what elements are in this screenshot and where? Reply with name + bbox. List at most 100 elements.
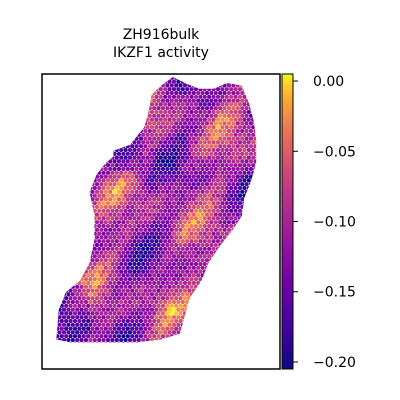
tissue-spot [156, 83, 161, 88]
tissue-spot [193, 117, 199, 122]
tissue-spot [64, 113, 69, 118]
tissue-spot [44, 171, 48, 175]
tissue-spot [260, 247, 264, 251]
tissue-spot [180, 322, 185, 327]
tissue-spot [193, 87, 199, 92]
tissue-spot [185, 223, 190, 229]
tissue-spot [108, 128, 113, 134]
tissue-spot [211, 261, 216, 267]
tissue-spot [262, 365, 266, 369]
tissue-spot [207, 208, 212, 213]
tissue-spot [251, 322, 256, 327]
tissue-spot [182, 83, 188, 88]
tissue-spot [163, 163, 168, 168]
tissue-spot [47, 243, 51, 247]
tissue-spot [56, 284, 58, 289]
tissue-spot [99, 303, 104, 308]
tissue-spot [123, 170, 128, 175]
tissue-spot [229, 193, 234, 198]
tissue-spot [147, 258, 152, 263]
tissue-spot [56, 102, 58, 107]
tissue-spot [176, 299, 181, 305]
tissue-spot [136, 239, 141, 244]
tissue-spot [231, 113, 236, 118]
tissue-spot [248, 303, 254, 308]
tissue-spot [233, 87, 238, 92]
tissue-spot [138, 90, 144, 96]
tissue-spot [94, 326, 100, 331]
tissue-spot [226, 265, 232, 270]
tissue-spot [187, 159, 192, 164]
tissue-spot [86, 136, 91, 141]
tissue-spot [229, 277, 234, 282]
tissue-spot [138, 303, 144, 308]
tissue-spot [105, 261, 111, 267]
tissue-spot [127, 125, 133, 130]
tissue-spot [231, 250, 236, 255]
tissue-spot [158, 223, 163, 229]
tissue-spot [246, 147, 251, 153]
colorbar-tick-label: −0.15 [313, 285, 356, 301]
tissue-spot [196, 311, 201, 316]
tissue-spot [213, 144, 218, 149]
tissue-spot [149, 292, 155, 297]
tissue-spot [220, 315, 225, 320]
tissue-spot [224, 102, 229, 107]
tissue-spot [137, 346, 141, 350]
tissue-spot [92, 201, 97, 206]
tissue-spot [191, 106, 196, 111]
tissue-spot [114, 330, 119, 335]
tissue-spot [207, 132, 212, 137]
tissue-spot [185, 94, 190, 99]
tissue-spot [185, 163, 190, 168]
tissue-spot [222, 326, 227, 331]
tissue-spot [158, 254, 163, 259]
tissue-spot [154, 109, 159, 115]
tissue-spot [196, 318, 201, 324]
tissue-spot [141, 353, 145, 357]
tissue-spot [189, 315, 194, 320]
tissue-spot [149, 79, 155, 84]
tissue-spot [220, 117, 225, 122]
tissue-spot [213, 235, 218, 240]
tissue-spot [47, 106, 51, 110]
tissue-spot [81, 166, 86, 172]
tissue-spot [163, 109, 168, 115]
tissue-spot [143, 273, 148, 278]
tissue-spot [75, 132, 80, 137]
tissue-spot [231, 106, 236, 111]
tissue-spot [246, 79, 251, 84]
tissue-spot [137, 361, 141, 365]
tissue-spot [267, 235, 271, 239]
tissue-spot [149, 223, 155, 229]
tissue-spot [121, 144, 126, 149]
tissue-spot [86, 189, 91, 194]
tissue-spot [260, 254, 264, 258]
tissue-spot [226, 280, 232, 286]
tissue-spot [82, 365, 86, 369]
tissue-spot [123, 239, 128, 244]
tissue-spot [211, 223, 216, 229]
tissue-spot [125, 166, 130, 172]
tissue-spot [229, 102, 234, 107]
tissue-spot [200, 113, 205, 118]
tissue-spot [271, 304, 275, 308]
tissue-spot [91, 365, 95, 369]
tissue-spot [204, 303, 210, 308]
tissue-spot [248, 220, 254, 225]
tissue-spot [171, 163, 177, 168]
tissue-spot [240, 121, 245, 126]
tissue-spot [114, 208, 119, 213]
tissue-spot [178, 258, 183, 263]
tissue-spot [156, 136, 161, 141]
tissue-spot [83, 292, 89, 297]
tissue-spot [90, 113, 95, 118]
tissue-spot [251, 79, 256, 84]
plot-frame [41, 73, 281, 370]
tissue-spot [64, 77, 69, 80]
tissue-spot [64, 220, 69, 225]
tissue-spot [92, 239, 97, 244]
tissue-spot [127, 330, 133, 335]
tissue-spot [103, 197, 108, 202]
tissue-spot [114, 155, 119, 160]
